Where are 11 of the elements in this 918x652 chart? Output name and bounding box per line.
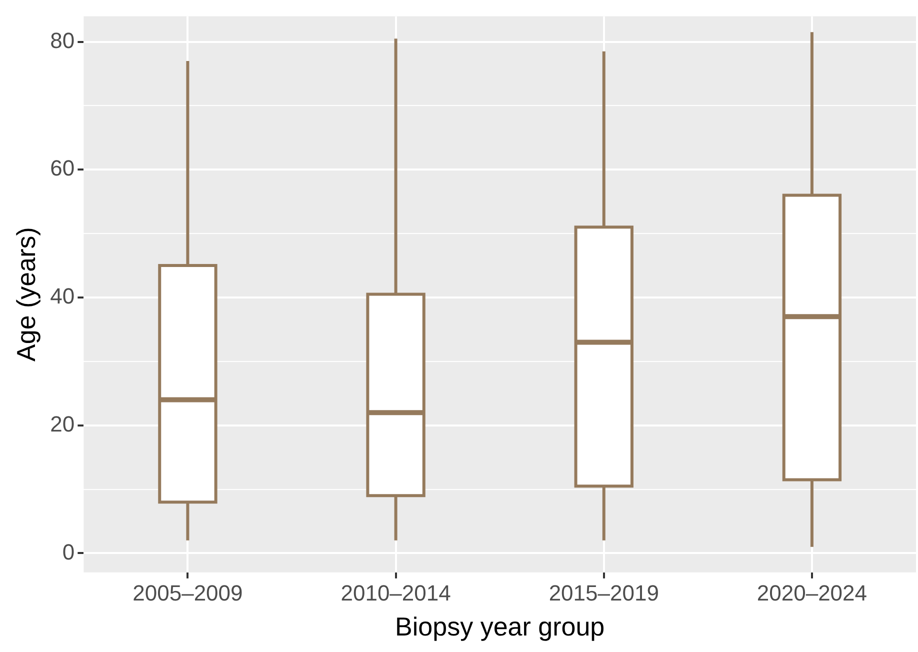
y-tick-label: 0 [62,539,75,564]
x-tick-label: 2010–2014 [340,580,451,606]
x-axis-title: Biopsy year group [395,612,605,642]
y-tick-label: 40 [50,284,75,309]
y-tick-label: 60 [50,156,75,181]
x-tick-label: 2015–2019 [548,580,659,606]
y-tick-label: 80 [50,28,75,53]
y-axis-title: Age (years) [10,227,41,362]
x-tick-label: 2020–2024 [756,580,868,606]
y-tick-label: 20 [50,411,75,436]
x-tick-label: 2005–2009 [132,580,243,606]
